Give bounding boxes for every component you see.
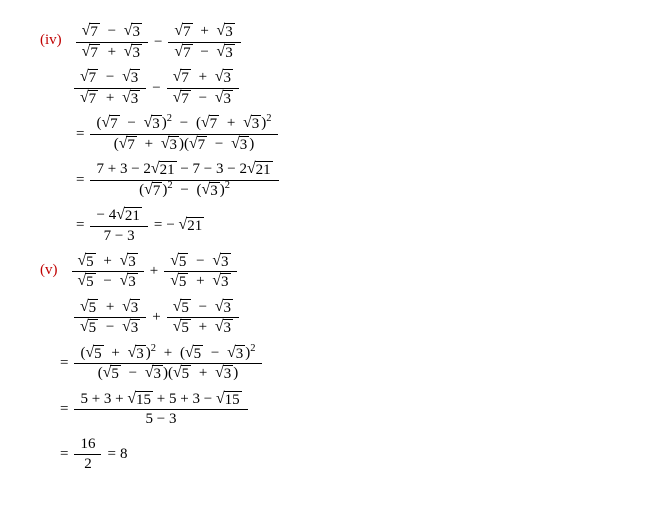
problem-iv-line5: = − 4√21 7 − 3 = − √21 bbox=[72, 206, 640, 246]
frac-iv-3: (√7 − √3)2 − (√7 + √3)2 (√7 + √3)(√7 − √… bbox=[90, 114, 277, 154]
sqrt-icon: √3 bbox=[124, 44, 142, 62]
frac-v-5: 16 2 bbox=[74, 435, 101, 474]
problem-v-label: (v) bbox=[40, 262, 58, 279]
problem-iv-label: (iv) bbox=[40, 32, 62, 49]
frac-v-3: (√5 + √3)2 + (√5 − √3)2 (√5 − √3)(√5 + √… bbox=[74, 344, 261, 384]
frac-v-2a: √5 + √3 √5 − √3 bbox=[74, 298, 146, 338]
frac-iv-1b: √7 + √3 √7 − √3 bbox=[168, 22, 240, 62]
sqrt-icon: √7 bbox=[82, 23, 100, 41]
sqrt-icon: √7 bbox=[82, 44, 100, 62]
problem-iv-line4: = 7 + 3 − 2√21 − 7 − 3 − 2√21 (√7)2 − (√… bbox=[72, 160, 640, 200]
problem-iv-line2: √7 − √3 √7 + √3 − √7 + √3 √7 − √3 bbox=[72, 68, 640, 108]
result-iv: − √21 bbox=[166, 217, 204, 235]
sqrt-icon: √7 bbox=[174, 44, 192, 62]
problem-iv-line1: (iv) √7 − √3 √7 + √3 − √7 + √3 √7 − √3 bbox=[40, 22, 640, 62]
problem-v-line1: (v) √5 + √3 √5 − √3 + √5 − √3 √5 + √3 bbox=[40, 252, 640, 292]
problem-v-line4: = 5 + 3 + √15 + 5 + 3 − √15 5 − 3 bbox=[56, 390, 640, 430]
sqrt-icon: √3 bbox=[217, 44, 235, 62]
problem-iv-line3: = (√7 − √3)2 − (√7 + √3)2 (√7 + √3)(√7 −… bbox=[72, 114, 640, 154]
frac-v-2b: √5 − √3 √5 + √3 bbox=[167, 298, 239, 338]
frac-v-1a: √5 + √3 √5 − √3 bbox=[72, 252, 144, 292]
minus-op: − bbox=[150, 34, 166, 51]
sqrt-icon: √3 bbox=[124, 23, 142, 41]
problem-v-line3: = (√5 + √3)2 + (√5 − √3)2 (√5 − √3)(√5 +… bbox=[56, 344, 640, 384]
frac-iv-4: 7 + 3 − 2√21 − 7 − 3 − 2√21 (√7)2 − (√3)… bbox=[90, 160, 278, 200]
frac-iv-2b: √7 + √3 √7 − √3 bbox=[167, 68, 239, 108]
frac-iv-5: − 4√21 7 − 3 bbox=[90, 206, 147, 246]
sqrt-icon: √7 bbox=[174, 23, 192, 41]
sqrt-icon: √3 bbox=[217, 23, 235, 41]
frac-iv-2a: √7 − √3 √7 + √3 bbox=[74, 68, 146, 108]
problem-v-line2: √5 + √3 √5 − √3 + √5 − √3 √5 + √3 bbox=[72, 298, 640, 338]
frac-v-1b: √5 − √3 √5 + √3 bbox=[164, 252, 236, 292]
problem-v-line5: = 16 2 = 8 bbox=[56, 435, 640, 474]
result-v: 8 bbox=[120, 446, 128, 463]
frac-iv-1a: √7 − √3 √7 + √3 bbox=[76, 22, 148, 62]
frac-v-4: 5 + 3 + √15 + 5 + 3 − √15 5 − 3 bbox=[74, 390, 247, 430]
